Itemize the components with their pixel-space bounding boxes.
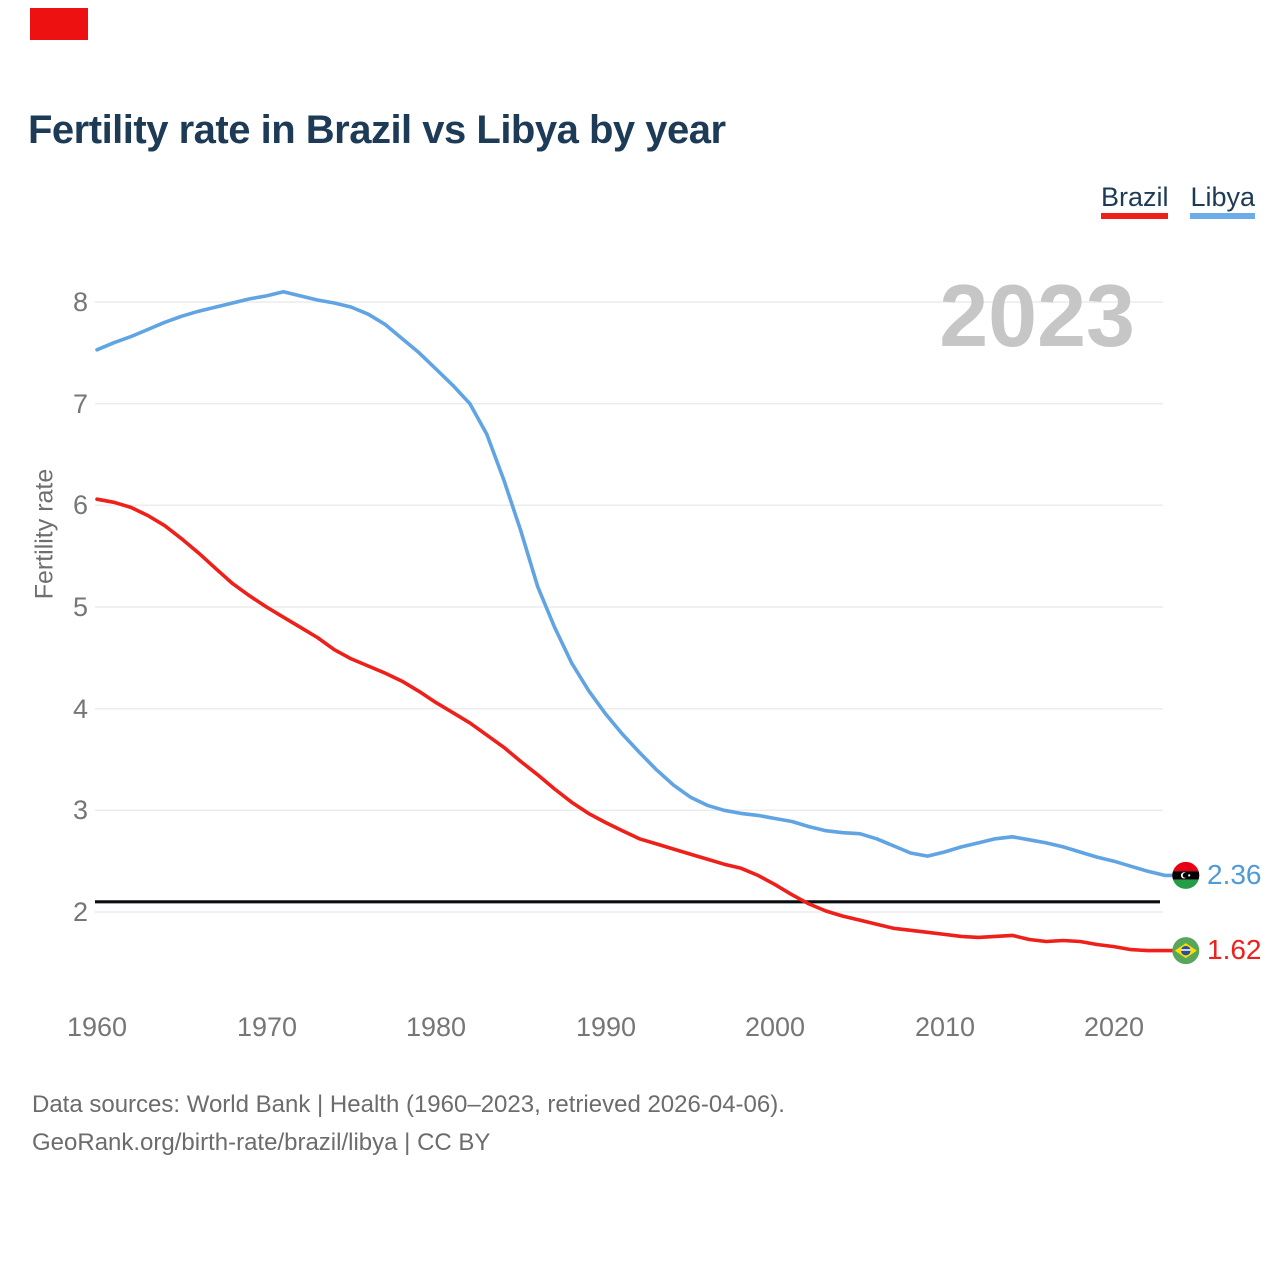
libya-line — [95, 289, 1175, 878]
y-tick-2: 2 — [72, 897, 88, 927]
x-tick-1960: 1960 — [66, 1012, 128, 1042]
watermark-year: 2023 — [939, 266, 1135, 365]
footer-sources-line: Data sources: World Bank | Health (1960–… — [32, 1091, 785, 1118]
y-tick-4: 4 — [72, 694, 88, 724]
legend: Brazil Libya — [1100, 182, 1255, 219]
page-title: Fertility rate in Brazil vs Libya by yea… — [28, 108, 726, 152]
y-tick-3: 3 — [72, 795, 88, 825]
footer: Data sources: World Bank | Health (1960–… — [32, 1086, 785, 1162]
y-tick-8: 8 — [72, 287, 88, 317]
x-tick-2020: 2020 — [1083, 1012, 1145, 1042]
x-tick-2010: 2010 — [914, 1012, 976, 1042]
x-tick-1970: 1970 — [236, 1012, 298, 1042]
y-tick-7: 7 — [72, 389, 88, 419]
footer-attribution-line: GeoRank.org/birth-rate/brazil/libya | CC… — [32, 1129, 491, 1156]
libya-flag-icon — [1172, 861, 1200, 889]
brazil-line — [95, 497, 1175, 953]
y-tick-5: 5 — [72, 592, 88, 622]
red-marker-box — [30, 8, 88, 40]
x-tick-1990: 1990 — [575, 1012, 637, 1042]
legend-item-brazil[interactable]: Brazil — [1100, 182, 1169, 219]
brazil-end-value: 1.62 — [1207, 934, 1262, 965]
y-tick-6: 6 — [72, 490, 88, 520]
libya-end-value: 2.36 — [1207, 859, 1262, 890]
x-tick-2000: 2000 — [744, 1012, 806, 1042]
brazil-flag-icon — [1172, 937, 1200, 965]
legend-item-libya[interactable]: Libya — [1190, 182, 1255, 219]
x-tick-1980: 1980 — [405, 1012, 467, 1042]
